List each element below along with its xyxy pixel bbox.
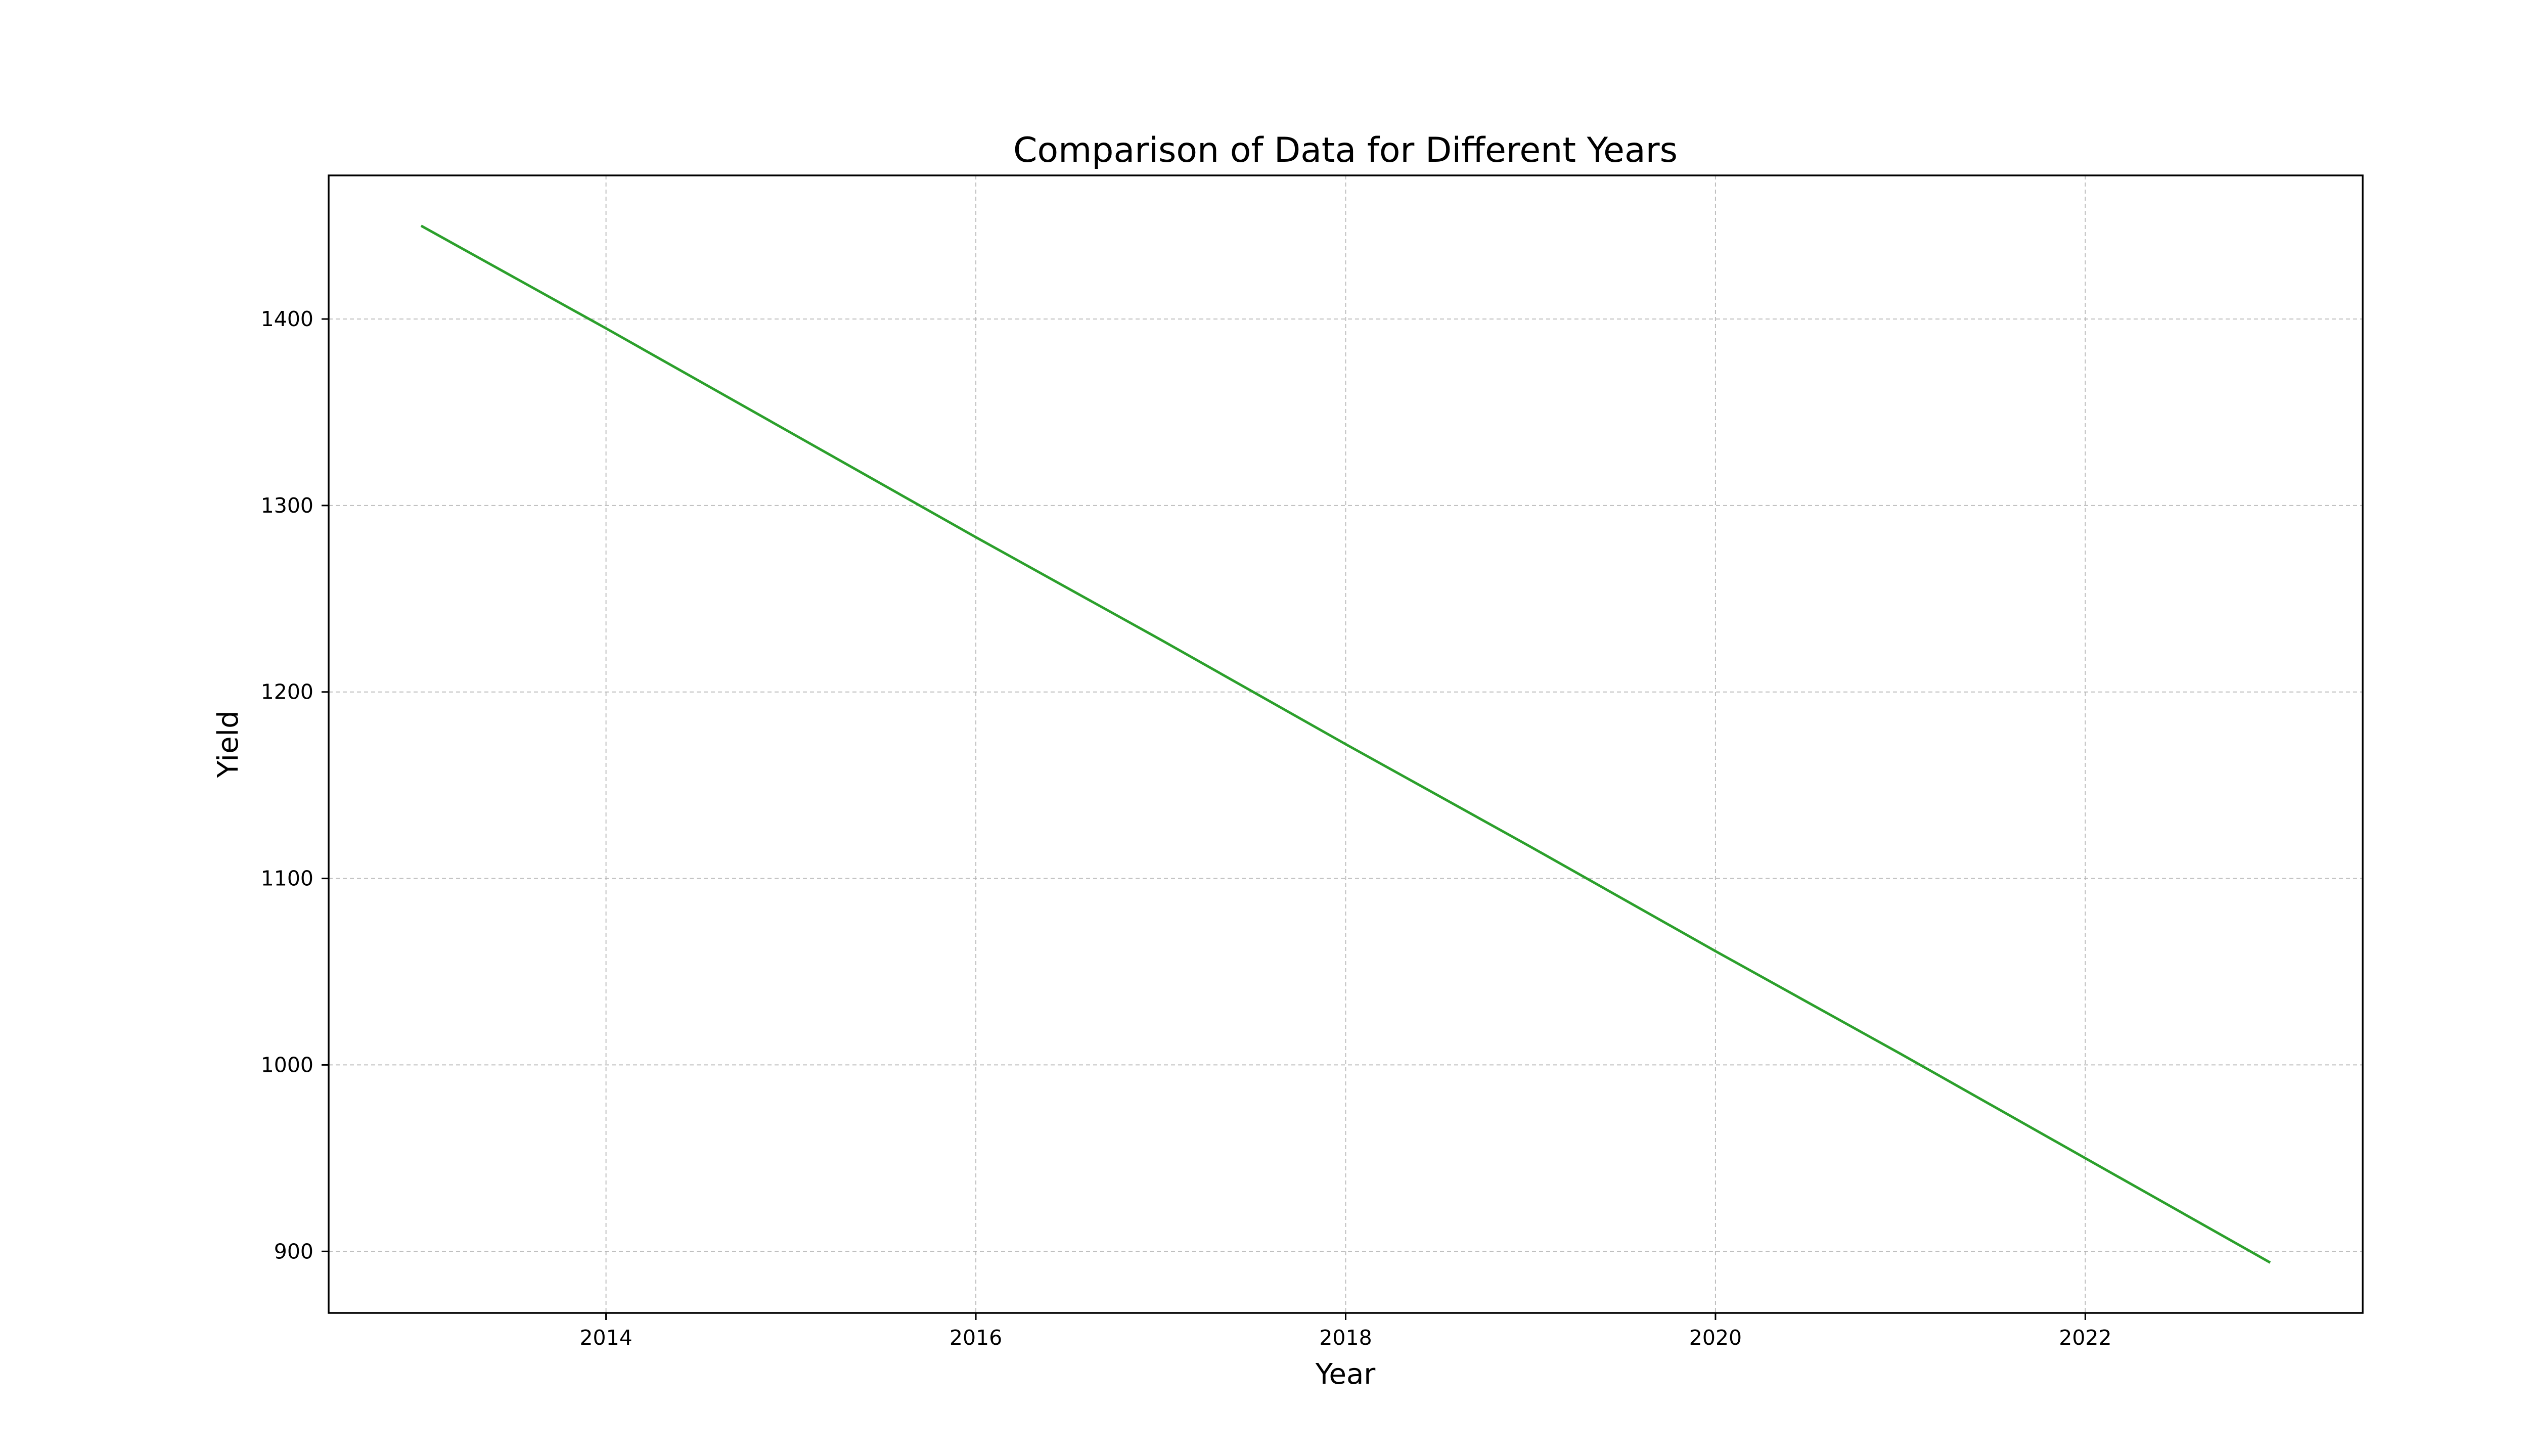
series-line (420, 224, 2271, 1264)
y-tick-label: 900 (274, 1239, 313, 1263)
y-tick-label: 1400 (261, 307, 313, 331)
x-axis-ticks: 2014 2016 2018 2020 2022 (579, 1313, 2112, 1350)
x-tick-label: 2016 (950, 1326, 1002, 1350)
y-axis-label: Yield (212, 710, 245, 778)
x-tick-label: 2022 (2059, 1326, 2111, 1350)
x-tick-label: 2018 (1319, 1326, 1372, 1350)
x-axis-label: Year (1315, 1358, 1376, 1391)
x-tick-label: 2020 (1689, 1326, 1742, 1350)
x-tick-label: 2014 (579, 1326, 632, 1350)
y-axis-ticks: 900 1000 1100 1200 1300 1400 (261, 307, 329, 1263)
y-tick-label: 1300 (261, 493, 313, 518)
y-tick-label: 1000 (261, 1053, 313, 1077)
chart-title: Comparison of Data for Different Years (1013, 130, 1678, 170)
y-tick-label: 1200 (261, 680, 313, 704)
y-tick-label: 1100 (261, 867, 313, 891)
series-lines (420, 224, 2271, 1264)
